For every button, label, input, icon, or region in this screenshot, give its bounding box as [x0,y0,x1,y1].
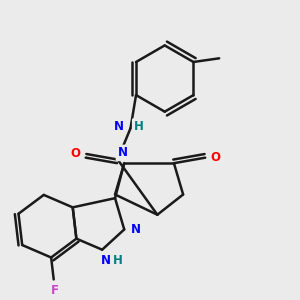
Text: H: H [113,254,122,267]
Text: N: N [114,120,124,133]
Text: N: N [131,223,141,236]
Text: F: F [51,284,59,297]
Text: O: O [70,148,80,160]
Text: N: N [101,254,111,267]
Text: N: N [117,146,128,159]
Text: O: O [211,151,220,164]
Text: H: H [134,120,143,133]
